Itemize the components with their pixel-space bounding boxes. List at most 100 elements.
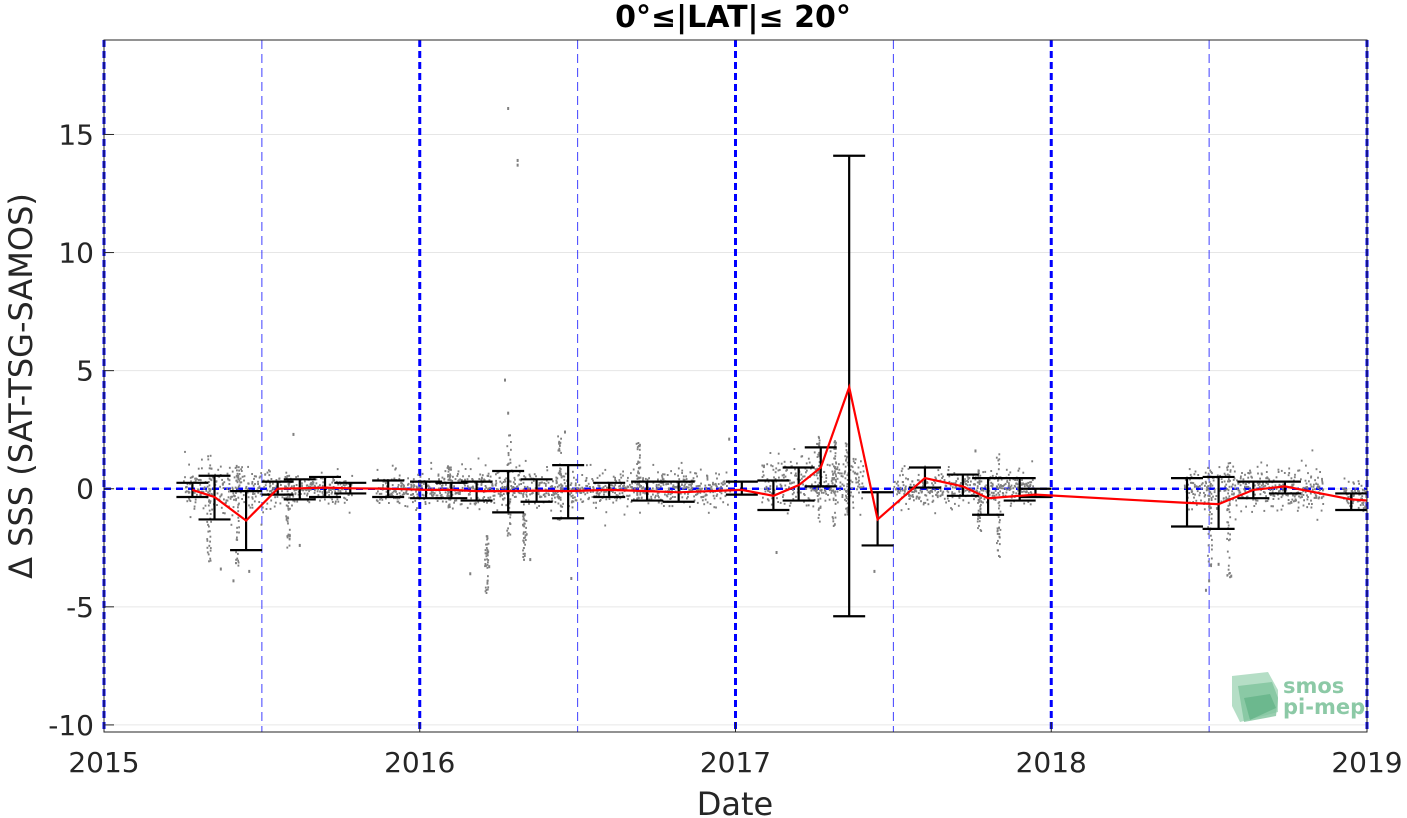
spike-point [1229,538,1231,541]
data-point [253,500,256,503]
spike-point [207,472,210,475]
data-point [1225,496,1228,499]
spike-point [1210,557,1213,560]
spike-point [208,525,210,528]
data-point [385,497,387,500]
data-point [407,477,409,480]
data-point [902,481,904,484]
data-point [420,485,423,488]
spike-point [979,505,982,508]
data-point [1290,501,1293,504]
data-point [470,486,473,489]
data-point [931,500,934,503]
spike-point [818,493,820,496]
spike-point [509,516,512,519]
data-point [699,491,702,494]
data-point [662,473,664,476]
data-point [550,485,553,488]
spike-point [998,493,1001,496]
data-point [492,494,495,497]
data-point [920,490,923,493]
data-point [723,480,726,483]
spike-point [977,527,979,530]
data-point [912,495,915,498]
data-point [937,469,940,472]
data-point [852,495,854,498]
data-point [457,479,460,482]
data-point [773,489,776,492]
spike-point [486,579,489,582]
data-point [517,491,520,494]
data-point [988,478,991,481]
data-point [1308,502,1310,505]
data-point [833,492,836,495]
data-point [627,495,630,498]
data-point [232,506,235,509]
data-point [1362,503,1365,506]
data-point [631,488,634,490]
data-point [311,483,314,485]
data-point [285,485,287,488]
data-point [202,491,205,494]
data-point [598,474,601,477]
spike-point [637,482,640,485]
spike-point [1208,507,1211,510]
data-point [435,494,438,497]
data-point [967,501,970,504]
data-point [1361,488,1364,491]
data-point [836,490,839,493]
spike-point [207,504,210,507]
data-point [1254,498,1257,501]
data-point [1293,476,1296,479]
data-point [770,503,773,506]
spike-point [287,505,289,508]
data-point [418,486,421,489]
data-point [706,477,709,479]
data-point [1191,508,1193,511]
spike-point [816,488,818,490]
data-point [1318,485,1321,488]
data-point [1234,484,1237,487]
spike-point [237,506,239,509]
data-point [418,489,421,492]
data-point [1206,487,1209,490]
data-point [439,492,441,495]
spike-point [485,589,488,591]
data-point [706,475,709,478]
spike-point [525,533,528,536]
data-point [644,477,647,480]
data-point [790,472,793,475]
data-point [829,450,832,453]
data-point [453,501,455,504]
data-point [1277,493,1279,496]
data-point [1301,496,1303,498]
spike-point [235,498,237,501]
data-point [1017,489,1020,492]
spike-point [449,474,452,477]
data-point [459,491,461,494]
data-point [253,475,256,478]
data-point [300,488,303,491]
data-point [1296,509,1299,512]
data-point [1227,497,1230,500]
spike-point [1208,513,1211,516]
data-point [1204,471,1207,474]
data-point [527,487,529,490]
data-point [1234,487,1237,490]
data-point [1000,478,1003,481]
data-point [502,498,504,501]
data-point [990,481,993,484]
spike-point [1226,509,1229,512]
data-point [412,501,414,504]
data-point [834,502,837,505]
spike-point [1228,556,1231,559]
data-point [810,489,813,492]
data-point [292,495,295,498]
spike-point [1210,565,1212,568]
spike-point [978,500,980,503]
data-point [251,481,254,483]
data-point [712,494,715,497]
data-point [630,500,633,503]
data-point [293,489,296,492]
data-point [699,489,702,491]
